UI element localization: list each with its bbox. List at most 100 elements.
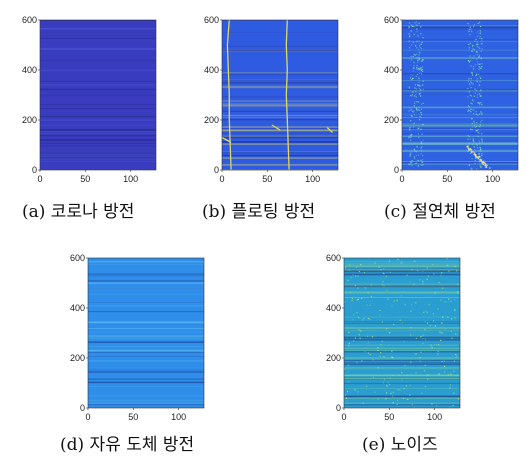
noise-speckle: [357, 287, 359, 289]
noise-speckle: [430, 344, 432, 346]
band-speckle: [476, 73, 478, 75]
band-speckle: [409, 35, 411, 37]
band-speckle: [481, 40, 483, 42]
heatmap-stripe: [88, 371, 204, 373]
noise-speckle: [401, 379, 403, 381]
band-speckle: [409, 163, 411, 165]
heatmap-stripe: [88, 381, 204, 384]
heatmap-stripe: [344, 396, 460, 398]
noise-speckle: [456, 374, 458, 376]
noise-speckle: [387, 298, 389, 300]
heatmap-stripe: [402, 80, 518, 81]
band-speckle: [476, 41, 478, 43]
heatmap-stripe: [88, 356, 204, 357]
noise-speckle: [427, 378, 429, 380]
heatmap-stripe: [402, 114, 518, 116]
heatmap-stripe: [344, 337, 460, 340]
band-speckle: [410, 95, 412, 97]
band-speckle: [410, 109, 412, 111]
band-speckle: [479, 63, 481, 65]
noise-speckle: [410, 310, 412, 312]
noise-speckle: [379, 314, 381, 316]
band-speckle: [422, 159, 424, 161]
heatmap-stripe: [402, 28, 518, 30]
band-speckle: [469, 42, 471, 45]
noise-speckle: [419, 360, 421, 362]
heatmap-stripe: [344, 378, 460, 380]
heatmap-stripe: [402, 135, 518, 137]
band-speckle: [475, 113, 477, 115]
noise-speckle: [348, 342, 350, 344]
band-speckle: [412, 70, 414, 72]
noise-speckle: [363, 318, 365, 320]
noise-speckle: [451, 318, 453, 320]
noise-speckle: [380, 269, 382, 271]
band-speckle: [419, 72, 421, 74]
band-speckle: [408, 47, 411, 49]
heatmap-stripe: [344, 382, 460, 385]
noise-speckle: [367, 352, 369, 354]
noise-speckle: [404, 304, 406, 306]
noise-speckle: [348, 345, 350, 347]
noise-speckle: [386, 328, 388, 330]
heatmap-stripe: [40, 129, 156, 131]
noise-speckle: [377, 398, 379, 400]
band-speckle: [417, 154, 420, 156]
heatmap-e: 0 200 400 600 0 50 100: [326, 253, 461, 422]
heatmap-stripe: [222, 20, 338, 21]
noise-speckle: [446, 258, 448, 260]
band-speckle: [467, 150, 469, 152]
y-tick-label: 200: [70, 353, 85, 363]
heatmap-stripe: [344, 268, 460, 269]
band-speckle: [474, 92, 476, 94]
band-speckle: [479, 93, 481, 95]
heatmap-stripe: [88, 305, 204, 307]
x-tick-label: 50: [384, 412, 394, 422]
band-speckle: [410, 135, 412, 137]
band-speckle: [418, 51, 420, 53]
band-speckle: [472, 57, 474, 59]
band-speckle: [422, 88, 424, 90]
band-speckle: [410, 139, 412, 141]
heatmap-a: 0 200 400 600 0 50 100: [22, 15, 157, 184]
heatmap-stripe: [344, 283, 460, 285]
band-speckle: [413, 95, 416, 97]
noise-speckle: [392, 395, 394, 397]
heatmap-cells: [402, 25, 518, 171]
heatmap-background: [40, 20, 156, 170]
noise-speckle: [437, 351, 439, 353]
noise-speckle: [372, 359, 374, 361]
noise-speckle: [383, 267, 385, 269]
noise-speckle: [453, 360, 456, 362]
noise-speckle: [450, 300, 452, 302]
band-speckle: [479, 124, 481, 126]
band-speckle: [475, 154, 477, 156]
band-speckle: [478, 46, 480, 48]
noise-speckle: [447, 316, 449, 318]
band-speckle: [474, 154, 476, 156]
floating-trace: [221, 136, 232, 144]
band-speckle: [412, 111, 414, 113]
heatmap-stripe: [222, 132, 338, 134]
heatmap-stripe: [88, 288, 204, 290]
band-speckle: [409, 155, 411, 157]
band-speckle: [481, 63, 483, 65]
x-tick-label: 50: [442, 174, 452, 184]
band-speckle: [469, 33, 471, 36]
panel-d: 0 200 400 600 0 50 100: [66, 250, 216, 422]
heatmap-stripe: [40, 142, 156, 144]
band-speckle: [471, 74, 474, 76]
band-speckle: [420, 26, 422, 28]
band-speckle: [479, 21, 481, 23]
noise-speckle: [406, 374, 408, 376]
band-speckle: [422, 164, 424, 166]
noise-speckle: [354, 285, 356, 287]
heatmap-stripe: [402, 143, 518, 145]
noise-speckle: [367, 342, 369, 344]
band-speckle: [409, 129, 411, 131]
band-speckle: [410, 136, 412, 138]
noise-speckle: [391, 356, 393, 358]
heatmap-stripe: [88, 335, 204, 337]
noise-speckle: [436, 344, 438, 346]
band-speckle: [473, 122, 475, 124]
